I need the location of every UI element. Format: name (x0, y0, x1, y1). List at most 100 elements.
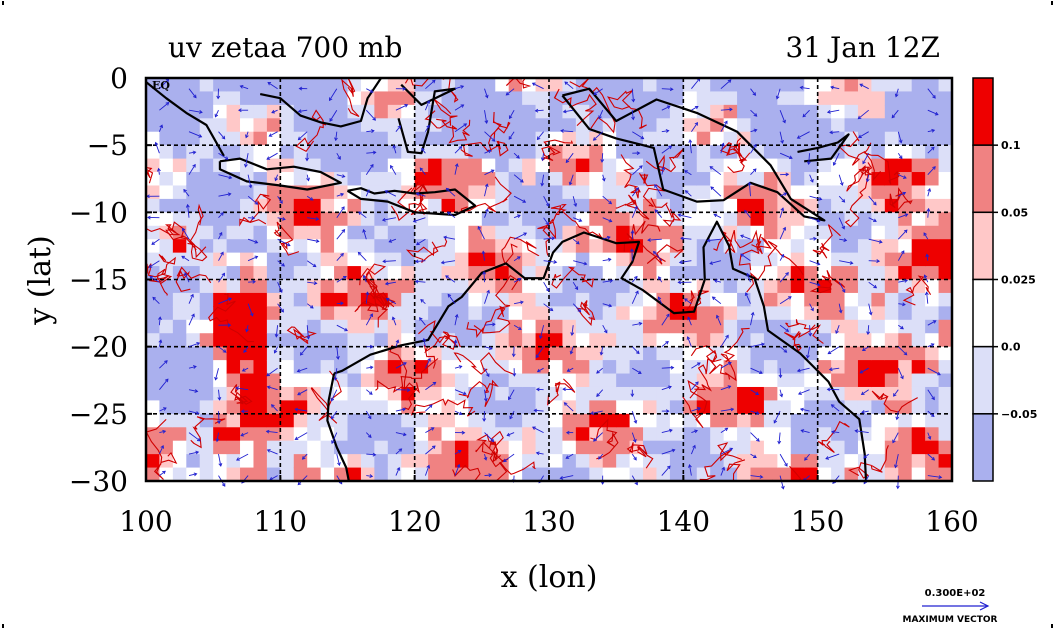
wind-vector (513, 174, 524, 183)
wind-vector-head (740, 253, 744, 258)
field-cell (790, 104, 805, 119)
wind-vector (389, 238, 397, 243)
field-cell (790, 279, 805, 294)
field-cell (656, 467, 671, 481)
wind-vector-head (904, 278, 908, 283)
wind-vector-head (191, 313, 195, 318)
field-cell (737, 400, 752, 415)
wind-vector-head (893, 464, 898, 469)
field-cell (616, 239, 631, 254)
field-cell (320, 454, 335, 469)
field-cell (723, 158, 738, 173)
field-cell (454, 319, 469, 334)
field-cell (159, 346, 174, 361)
field-cell (643, 118, 658, 133)
field-cell (213, 400, 228, 415)
wind-vector (720, 447, 733, 455)
wind-vector (571, 325, 574, 336)
wind-vector (336, 475, 343, 484)
wind-vector (395, 448, 402, 455)
x-axis-label: x (lon) (501, 560, 598, 595)
field-cell (575, 440, 590, 455)
field-cell (925, 239, 940, 254)
field-cell (804, 118, 819, 133)
wind-vector-head (432, 381, 437, 386)
wind-vector-head (432, 445, 436, 450)
field-cell (683, 413, 698, 428)
field-cell (441, 373, 456, 388)
wind-vector-head (603, 329, 608, 334)
wind-vector (445, 275, 456, 283)
wind-vector (661, 341, 669, 348)
field-cell (320, 91, 335, 106)
field-cell (266, 239, 281, 254)
wind-vector-head (563, 402, 568, 406)
field-cell (777, 386, 792, 401)
field-cell (683, 212, 698, 227)
field-cell (495, 266, 510, 281)
field-cell (669, 118, 684, 133)
field-cell (441, 158, 456, 173)
field-cell (871, 292, 886, 307)
wind-vector-head (340, 301, 344, 306)
contour-line (746, 240, 804, 293)
contour-line (553, 88, 597, 126)
field-cell (172, 373, 187, 388)
wind-vector (593, 432, 604, 442)
wind-vector-head (806, 161, 811, 166)
wind-vector (363, 229, 367, 240)
wind-vector-head (810, 178, 814, 183)
field-cell (777, 306, 792, 321)
field-cell (696, 467, 711, 481)
field-cell (414, 279, 429, 294)
field-cell (280, 413, 295, 428)
wind-vector-head (216, 95, 221, 100)
wind-vector-head (266, 156, 271, 160)
field-cell (280, 360, 295, 375)
contour-line (375, 358, 439, 393)
field-cell (454, 386, 469, 401)
wind-vector (365, 432, 372, 438)
wind-vector (188, 131, 202, 138)
field-cell (911, 279, 926, 294)
wind-vector-head (633, 456, 637, 461)
wind-vector (532, 426, 544, 434)
field-cell (602, 360, 617, 375)
field-cell (347, 319, 362, 334)
field-cell (266, 91, 281, 106)
field-cell (549, 346, 564, 361)
wind-vector-head (152, 296, 157, 301)
wind-vector (395, 362, 407, 369)
wind-vector-head (491, 138, 496, 142)
wind-vector-head (358, 211, 362, 215)
contour-line (817, 420, 850, 453)
field-cell (683, 319, 698, 334)
field-cell (454, 212, 469, 227)
field-cell (737, 104, 752, 119)
wind-vector (779, 346, 787, 353)
field-cell (643, 386, 658, 401)
wind-vector (269, 131, 278, 137)
field-cell (186, 306, 201, 321)
field-cell (320, 467, 335, 481)
wind-vector (838, 174, 843, 186)
wind-vector (689, 139, 692, 154)
field-cell (172, 427, 187, 442)
wind-vector (424, 465, 430, 476)
wind-vector (596, 389, 604, 397)
field-cell (387, 145, 402, 160)
wind-vector (926, 254, 929, 261)
wind-vector (861, 389, 869, 395)
wind-vector-head (340, 252, 344, 257)
wind-vector-head (865, 178, 870, 183)
wind-vector (809, 260, 820, 265)
wind-vector-head (460, 85, 465, 89)
field-cell (374, 279, 389, 294)
contour-line (505, 78, 532, 89)
wind-vector (868, 195, 877, 206)
field-cell (414, 306, 429, 321)
field-cell (522, 400, 537, 415)
field-cell (790, 319, 805, 334)
field-cell (602, 78, 617, 93)
field-cell (280, 104, 295, 119)
